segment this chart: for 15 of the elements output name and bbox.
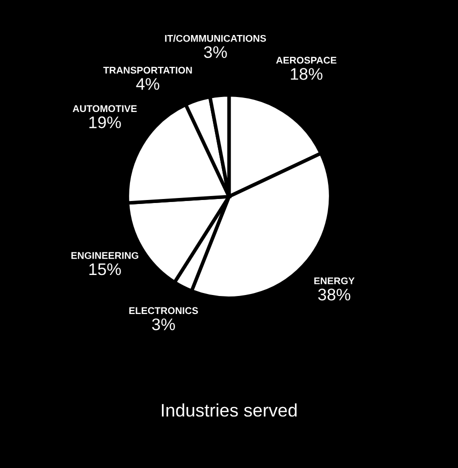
data-label: 18% [290,68,322,80]
data-label: 3% [204,46,227,58]
data-label: 3% [152,318,175,330]
data-label: 15% [89,263,121,276]
slice-label: ELECTRONICS [129,307,198,314]
slice-label: ENGINEERING [71,252,138,259]
data-label: 4% [136,78,160,90]
slice-label: IT/COMMUNICATIONS [165,34,266,42]
slice-label: AEROSPACE [276,56,336,64]
data-label: 38% [318,288,350,300]
slice-label: AUTOMOTIVE [72,105,137,112]
data-label: 19% [89,116,121,128]
slice-label: ENERGY [314,277,355,284]
text: Industries served [162,403,297,417]
slice-label: TRANSPORTATION [103,66,192,74]
